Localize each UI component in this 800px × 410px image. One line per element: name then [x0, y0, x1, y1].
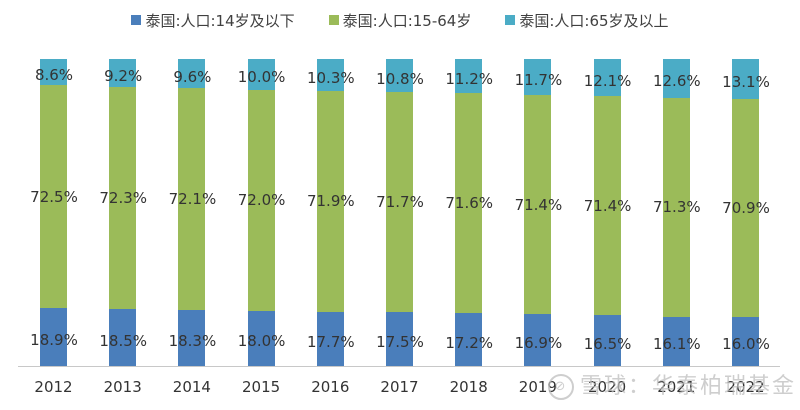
data-label: 72.5%	[14, 188, 94, 206]
bar-segment: 18.0%	[248, 311, 275, 366]
data-label: 71.9%	[291, 192, 371, 210]
bar-segment: 71.7%	[386, 92, 413, 312]
data-label: 18.9%	[14, 331, 94, 349]
bar-segment: 10.8%	[386, 59, 413, 92]
x-tick-label: 2017	[365, 378, 435, 396]
bar-segment: 72.5%	[40, 85, 67, 308]
bar-segment: 12.1%	[594, 59, 621, 96]
bar-segment: 72.3%	[109, 87, 136, 309]
data-label: 17.2%	[429, 334, 509, 352]
bar-segment: 71.3%	[663, 98, 690, 317]
bar-segment: 9.2%	[109, 59, 136, 87]
data-label: 16.5%	[568, 335, 648, 353]
data-label: 8.6%	[14, 66, 94, 84]
bar-segment: 13.1%	[732, 59, 759, 99]
bar-segment: 17.7%	[317, 312, 344, 366]
data-label: 18.0%	[222, 332, 302, 350]
bar-2015: 18.0%72.0%10.0%	[248, 59, 275, 366]
data-label: 71.4%	[568, 197, 648, 215]
x-tick-label: 2016	[295, 378, 365, 396]
x-tick-label: 2018	[434, 378, 504, 396]
bar-segment: 17.5%	[386, 312, 413, 366]
data-label: 71.4%	[498, 196, 578, 214]
bar-2019: 16.9%71.4%11.7%	[524, 59, 551, 366]
bar-segment: 18.5%	[109, 309, 136, 366]
data-label: 16.1%	[637, 335, 717, 353]
bar-segment: 10.0%	[248, 59, 275, 90]
data-label: 10.3%	[291, 69, 371, 87]
bar-segment: 71.4%	[594, 96, 621, 315]
bar-segment: 72.0%	[248, 90, 275, 311]
bar-2012: 18.9%72.5%8.6%	[40, 59, 67, 366]
bar-segment: 17.2%	[455, 313, 482, 366]
data-label: 11.2%	[429, 70, 509, 88]
bar-2014: 18.3%72.1%9.6%	[178, 59, 205, 366]
bar-2013: 18.5%72.3%9.2%	[109, 59, 136, 366]
bar-segment: 8.6%	[40, 59, 67, 85]
bar-segment: 12.6%	[663, 59, 690, 98]
bar-segment: 16.9%	[524, 314, 551, 366]
data-label: 71.6%	[429, 194, 509, 212]
data-label: 71.7%	[360, 193, 440, 211]
watermark-text: 雪球：华泰柏瑞基金	[580, 374, 796, 399]
x-tick-label: 2012	[19, 378, 89, 396]
data-label: 72.3%	[83, 189, 163, 207]
data-label: 12.1%	[568, 72, 648, 90]
data-label: 72.1%	[152, 190, 232, 208]
data-label: 71.3%	[637, 198, 717, 216]
bar-segment: 18.3%	[178, 310, 205, 366]
bar-segment: 72.1%	[178, 88, 205, 309]
x-tick-label: 2014	[157, 378, 227, 396]
bar-segment: 10.3%	[317, 59, 344, 91]
data-label: 16.9%	[498, 334, 578, 352]
data-label: 9.2%	[83, 67, 163, 85]
bar-segment: 16.5%	[594, 315, 621, 366]
bar-segment: 71.9%	[317, 91, 344, 312]
data-label: 18.5%	[83, 332, 163, 350]
bar-2020: 16.5%71.4%12.1%	[594, 59, 621, 366]
bar-segment: 11.2%	[455, 59, 482, 93]
bar-2021: 16.1%71.3%12.6%	[663, 59, 690, 366]
data-label: 16.0%	[706, 335, 786, 353]
plot-area: 18.9%72.5%8.6%201218.5%72.3%9.2%201318.3…	[0, 0, 800, 410]
data-label: 13.1%	[706, 73, 786, 91]
data-label: 11.7%	[498, 71, 578, 89]
data-label: 18.3%	[152, 332, 232, 350]
bar-segment: 16.0%	[732, 317, 759, 366]
data-label: 72.0%	[222, 191, 302, 209]
data-label: 70.9%	[706, 199, 786, 217]
data-label: 17.7%	[291, 333, 371, 351]
data-label: 12.6%	[637, 72, 717, 90]
bar-segment: 9.6%	[178, 59, 205, 88]
bar-2016: 17.7%71.9%10.3%	[317, 59, 344, 366]
bar-2018: 17.2%71.6%11.2%	[455, 59, 482, 366]
bar-segment: 18.9%	[40, 308, 67, 366]
bar-segment: 71.4%	[524, 95, 551, 314]
data-label: 10.0%	[222, 68, 302, 86]
data-label: 10.8%	[360, 70, 440, 88]
watermark: ⊘雪球：华泰柏瑞基金	[548, 368, 796, 400]
bar-segment: 16.1%	[663, 317, 690, 366]
snowball-logo-icon: ⊘	[548, 374, 574, 400]
bar-segment: 71.6%	[455, 93, 482, 313]
x-tick-label: 2013	[88, 378, 158, 396]
x-axis-line	[18, 366, 780, 367]
bar-2017: 17.5%71.7%10.8%	[386, 59, 413, 366]
bar-2022: 16.0%70.9%13.1%	[732, 59, 759, 366]
x-tick-label: 2015	[226, 378, 296, 396]
data-label: 17.5%	[360, 333, 440, 351]
data-label: 9.6%	[152, 68, 232, 86]
bar-segment: 11.7%	[524, 59, 551, 95]
bar-segment: 70.9%	[732, 99, 759, 317]
